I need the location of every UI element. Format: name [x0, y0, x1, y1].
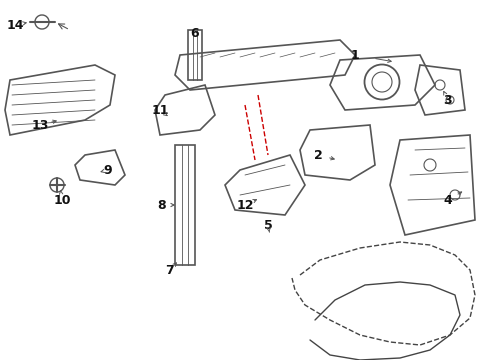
Text: 12: 12 [236, 198, 253, 212]
Text: 14: 14 [6, 18, 24, 32]
Text: 8: 8 [157, 198, 166, 212]
Text: 7: 7 [165, 264, 174, 276]
Text: 10: 10 [53, 194, 71, 207]
Text: 2: 2 [313, 149, 322, 162]
Text: 9: 9 [103, 163, 112, 176]
Text: 13: 13 [31, 118, 49, 131]
Text: 4: 4 [443, 194, 451, 207]
Text: 3: 3 [443, 94, 451, 107]
Text: 11: 11 [151, 104, 168, 117]
Text: 1: 1 [350, 49, 359, 62]
Text: 5: 5 [263, 219, 272, 231]
Text: 6: 6 [190, 27, 199, 40]
